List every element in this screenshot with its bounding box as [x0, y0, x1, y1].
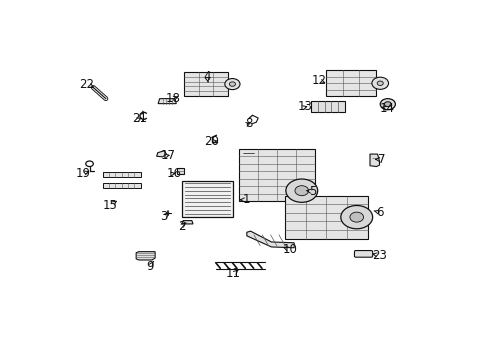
Circle shape: [340, 206, 372, 229]
Polygon shape: [102, 183, 141, 188]
FancyBboxPatch shape: [181, 181, 232, 217]
Polygon shape: [156, 151, 166, 157]
Text: 1: 1: [243, 193, 250, 206]
Text: 2: 2: [178, 220, 185, 233]
Text: 14: 14: [379, 102, 394, 115]
FancyBboxPatch shape: [239, 149, 314, 201]
Text: 7: 7: [377, 153, 385, 166]
FancyBboxPatch shape: [354, 251, 372, 257]
Polygon shape: [246, 231, 294, 248]
Text: 17: 17: [160, 149, 175, 162]
FancyBboxPatch shape: [326, 70, 375, 96]
FancyBboxPatch shape: [284, 196, 367, 239]
Circle shape: [229, 82, 235, 86]
Text: 19: 19: [76, 167, 90, 180]
Circle shape: [285, 179, 317, 202]
FancyBboxPatch shape: [311, 102, 344, 112]
FancyBboxPatch shape: [184, 72, 227, 96]
Text: 20: 20: [204, 135, 219, 148]
Circle shape: [371, 77, 388, 89]
Text: 12: 12: [311, 74, 325, 87]
Text: 8: 8: [244, 117, 252, 130]
Circle shape: [376, 81, 383, 85]
Polygon shape: [176, 168, 184, 174]
Text: 18: 18: [165, 92, 180, 105]
Circle shape: [384, 102, 390, 107]
Text: 23: 23: [371, 249, 386, 262]
Circle shape: [224, 78, 240, 90]
Circle shape: [349, 212, 363, 222]
Text: 4: 4: [203, 70, 210, 83]
Circle shape: [380, 99, 395, 110]
Text: 5: 5: [309, 185, 316, 198]
Text: 11: 11: [225, 267, 241, 280]
Circle shape: [294, 186, 308, 196]
Text: 16: 16: [166, 167, 181, 180]
Text: 10: 10: [283, 243, 297, 256]
Text: 15: 15: [103, 199, 118, 212]
Polygon shape: [181, 221, 193, 224]
Text: 9: 9: [146, 260, 154, 273]
Text: 6: 6: [375, 206, 383, 219]
Text: 21: 21: [132, 112, 147, 125]
Text: 3: 3: [160, 210, 167, 223]
Text: 22: 22: [79, 78, 94, 91]
Polygon shape: [369, 154, 379, 167]
Polygon shape: [136, 252, 155, 260]
Text: 13: 13: [298, 100, 312, 113]
Polygon shape: [102, 172, 141, 177]
Polygon shape: [158, 99, 176, 104]
